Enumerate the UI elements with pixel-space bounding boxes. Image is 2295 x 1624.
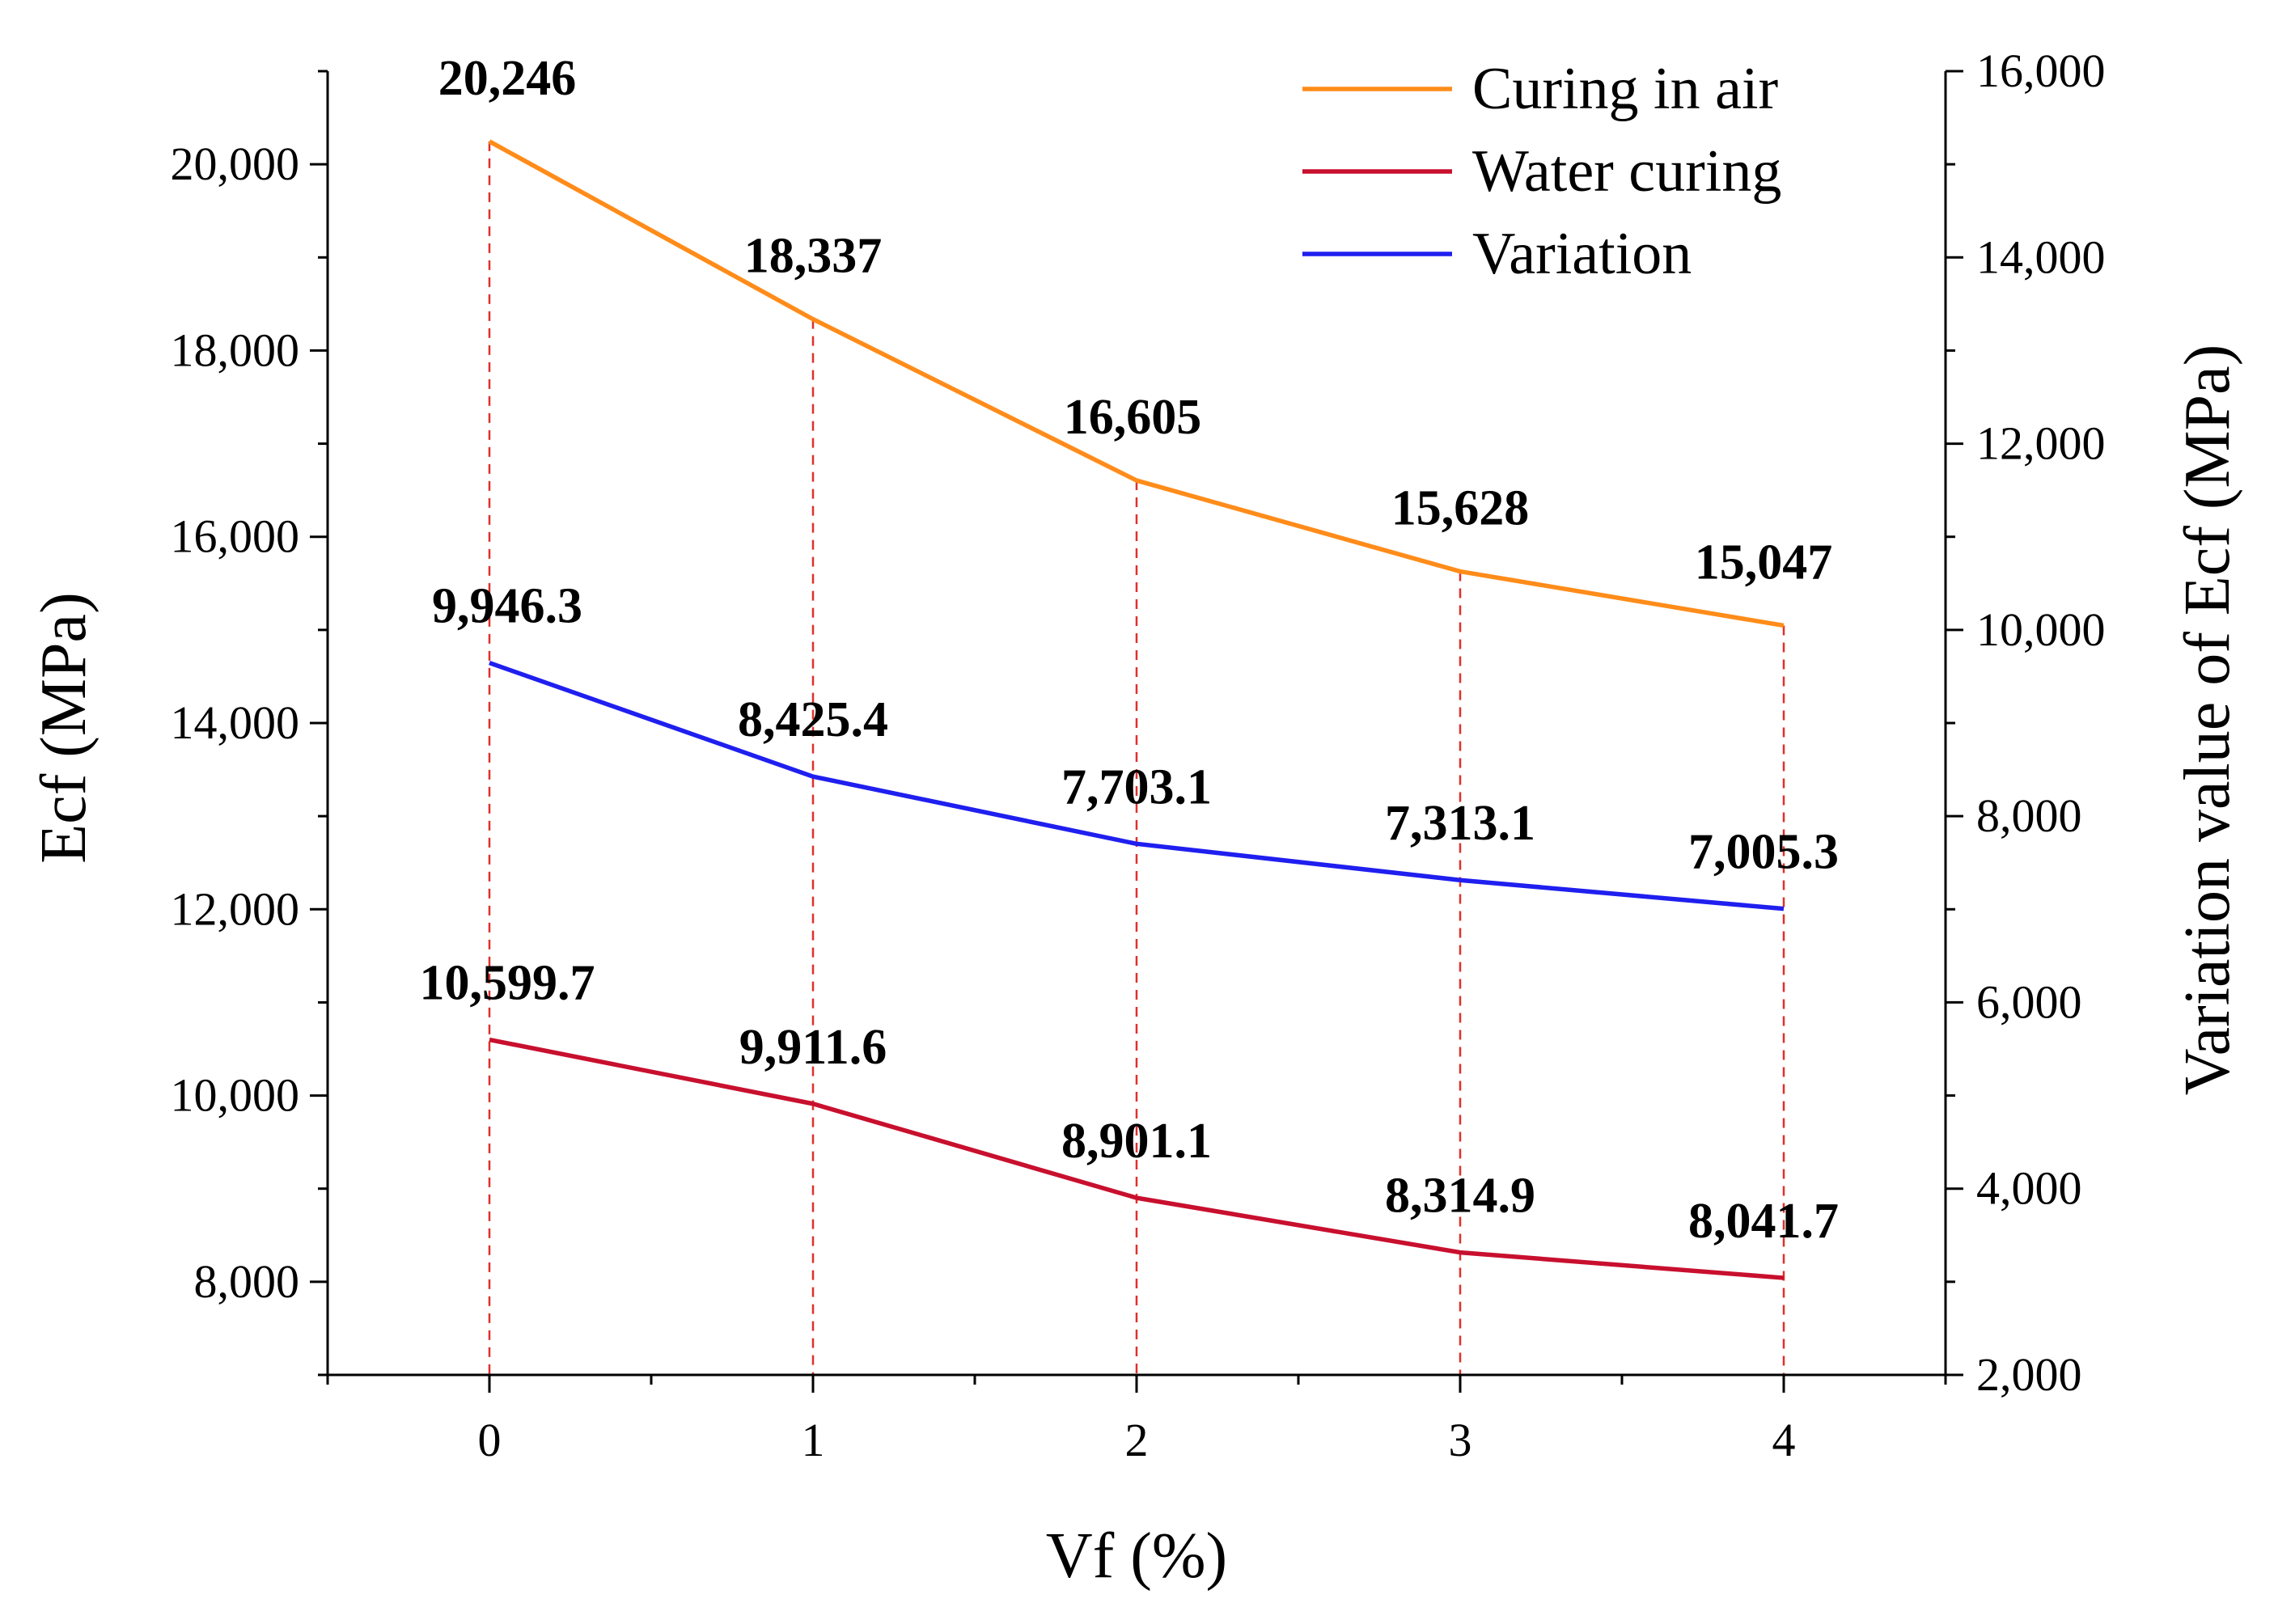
y2-tick-label: 12,000	[1976, 417, 2106, 470]
data-label: 15,047	[1695, 535, 1833, 590]
y2-axis-title: Variation value of Ecf (MPa)	[2172, 345, 2243, 1096]
x-tick-label: 2	[1125, 1414, 1149, 1466]
y2-tick-label: 6,000	[1976, 975, 2082, 1028]
legend-label: Curing in air	[1472, 56, 1778, 122]
series-line	[489, 1037, 1785, 1280]
y-tick-label: 10,000	[171, 1069, 300, 1122]
y-tick-label: 8,000	[194, 1255, 300, 1308]
data-label: 7,703.1	[1061, 759, 1212, 814]
droplines	[488, 141, 1785, 1375]
data-label: 8,041.7	[1688, 1194, 1839, 1249]
data-label: 7,313.1	[1385, 796, 1535, 851]
y-tick-label: 18,000	[171, 324, 300, 376]
series-line	[489, 660, 1785, 911]
y-tick-label: 16,000	[171, 510, 300, 563]
y2-tick-label: 14,000	[1976, 230, 2106, 283]
x-axis-title: Vf (%)	[1046, 1520, 1227, 1592]
data-label: 20,246	[438, 51, 577, 106]
data-label: 18,337	[744, 229, 883, 284]
legend-label: Variation	[1472, 221, 1692, 287]
legend-label: Water curing	[1472, 138, 1781, 205]
data-label: 9,946.3	[432, 579, 582, 634]
series-line	[488, 139, 1785, 628]
x-tick-label: 3	[1449, 1414, 1472, 1466]
data-labels: 20,246 18,337 16,605 15,628 15,047 10,599.7 9,…	[420, 51, 1840, 1249]
legend: Curing in air Water curing Variation	[1302, 56, 1781, 287]
x-tick-label: 4	[1772, 1414, 1796, 1466]
series-lines	[488, 139, 1785, 1280]
y2-tick-label: 10,000	[1976, 603, 2106, 656]
x-tick-label: 1	[802, 1414, 825, 1466]
y-axis-title: Ecf (MPa)	[28, 592, 100, 863]
data-label: 16,605	[1064, 390, 1202, 445]
data-label: 7,005.3	[1688, 825, 1839, 880]
data-label: 10,599.7	[420, 956, 595, 1011]
data-label: 8,314.9	[1385, 1169, 1535, 1224]
y2-tick-label: 16,000	[1976, 44, 2106, 97]
y2-tick-label: 4,000	[1976, 1162, 2082, 1215]
y2-tick-label: 2,000	[1976, 1348, 2082, 1401]
x-tick-label: 0	[478, 1414, 502, 1466]
y-tick-label: 12,000	[171, 882, 300, 935]
data-label: 8,425.4	[738, 692, 888, 747]
data-label: 9,911.6	[739, 1020, 887, 1075]
y2-tick-label: 8,000	[1976, 789, 2082, 842]
y-tick-label: 14,000	[171, 696, 300, 749]
axes: 0 1 2 3 4 8,000 10,000 12,000 14,000 16,000 18,000…	[171, 44, 2106, 1466]
data-label: 15,628	[1391, 481, 1530, 536]
data-label: 8,901.1	[1061, 1114, 1212, 1169]
y-tick-label: 20,000	[171, 137, 300, 190]
